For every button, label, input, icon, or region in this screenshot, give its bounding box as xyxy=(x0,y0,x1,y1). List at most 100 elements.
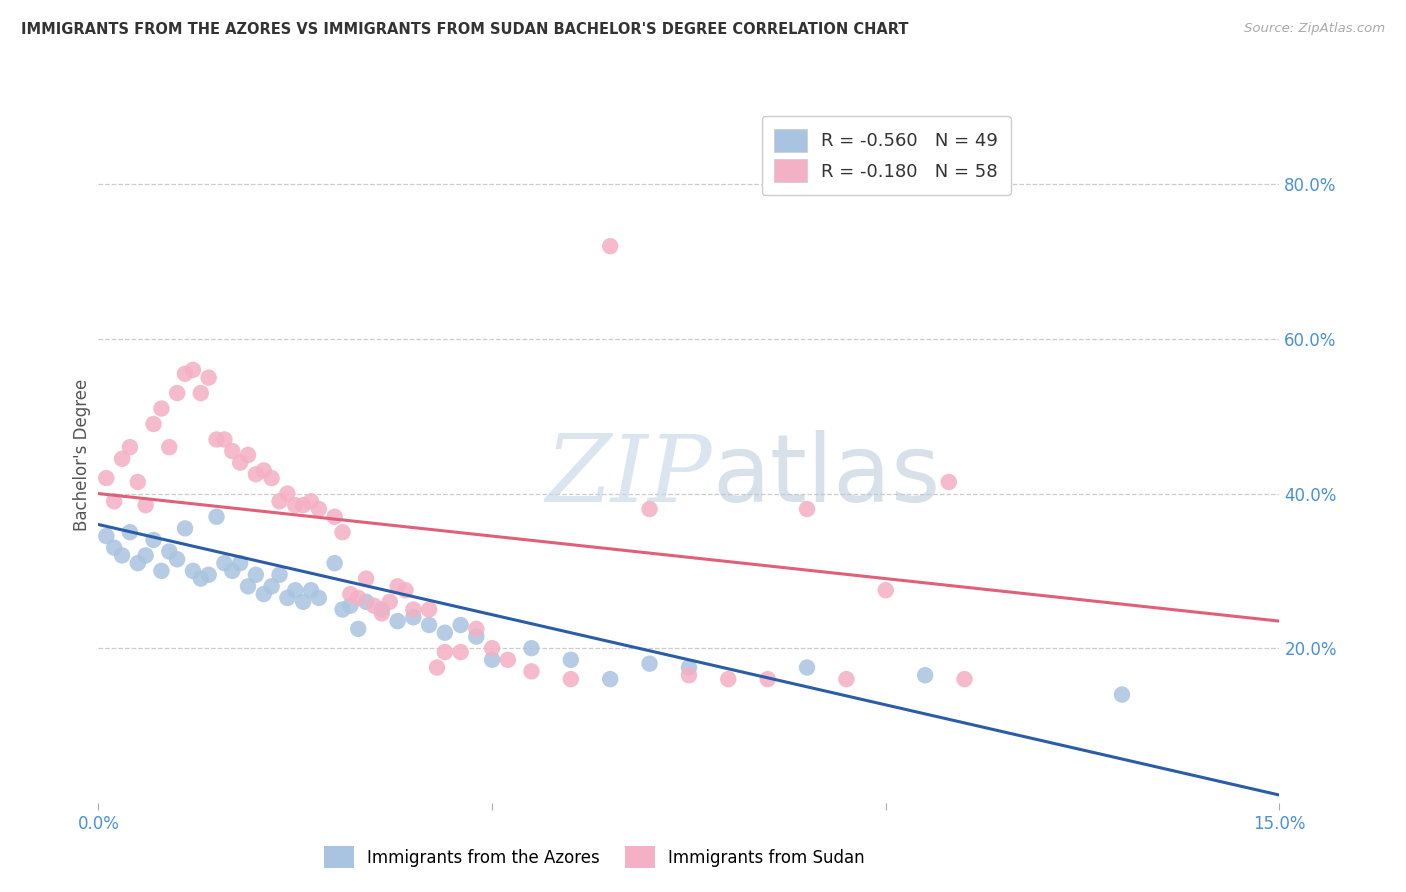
Point xyxy=(150,564,173,578)
Point xyxy=(339,599,361,613)
Point xyxy=(299,583,322,598)
Point xyxy=(253,463,276,477)
Point xyxy=(914,668,936,682)
Y-axis label: Bachelor's Degree: Bachelor's Degree xyxy=(73,379,91,531)
Text: atlas: atlas xyxy=(713,430,941,522)
Point xyxy=(354,572,377,586)
Point xyxy=(402,602,425,616)
Point xyxy=(111,549,134,563)
Point xyxy=(118,525,141,540)
Point xyxy=(339,587,361,601)
Point xyxy=(394,583,416,598)
Point xyxy=(103,541,125,555)
Point xyxy=(96,529,118,543)
Point xyxy=(938,475,960,489)
Point xyxy=(260,471,283,485)
Point xyxy=(323,509,346,524)
Point xyxy=(323,556,346,570)
Point xyxy=(127,475,149,489)
Point xyxy=(560,672,582,686)
Point xyxy=(276,486,298,500)
Point xyxy=(229,456,252,470)
Text: ZIP: ZIP xyxy=(546,431,713,521)
Point xyxy=(229,556,252,570)
Point xyxy=(166,386,188,401)
Point xyxy=(157,544,180,558)
Point xyxy=(520,665,543,679)
Point xyxy=(363,599,385,613)
Point xyxy=(269,494,291,508)
Point xyxy=(308,502,330,516)
Text: Source: ZipAtlas.com: Source: ZipAtlas.com xyxy=(1244,22,1385,36)
Point xyxy=(426,660,449,674)
Point xyxy=(560,653,582,667)
Point xyxy=(292,498,315,512)
Point xyxy=(221,564,243,578)
Point xyxy=(197,567,219,582)
Point xyxy=(236,448,259,462)
Point xyxy=(214,556,236,570)
Point xyxy=(205,509,228,524)
Point xyxy=(142,417,165,431)
Legend: Immigrants from the Azores, Immigrants from Sudan: Immigrants from the Azores, Immigrants f… xyxy=(318,839,872,874)
Point xyxy=(299,494,322,508)
Point xyxy=(135,549,157,563)
Point xyxy=(433,625,456,640)
Point xyxy=(332,602,354,616)
Point xyxy=(190,386,212,401)
Point xyxy=(111,451,134,466)
Point xyxy=(717,672,740,686)
Point xyxy=(450,645,472,659)
Point xyxy=(197,370,219,384)
Point xyxy=(387,579,409,593)
Point xyxy=(465,630,488,644)
Point xyxy=(520,641,543,656)
Point xyxy=(481,641,503,656)
Point xyxy=(378,595,401,609)
Point xyxy=(1111,688,1133,702)
Point xyxy=(418,602,440,616)
Point xyxy=(354,595,377,609)
Point xyxy=(269,567,291,582)
Point xyxy=(402,610,425,624)
Point xyxy=(599,239,621,253)
Point xyxy=(371,602,394,616)
Point xyxy=(236,579,259,593)
Point xyxy=(387,614,409,628)
Point xyxy=(150,401,173,416)
Point xyxy=(481,653,503,667)
Point xyxy=(450,618,472,632)
Point xyxy=(796,660,818,674)
Point xyxy=(835,672,858,686)
Point xyxy=(135,498,157,512)
Point xyxy=(371,607,394,621)
Point xyxy=(465,622,488,636)
Point xyxy=(953,672,976,686)
Point xyxy=(181,564,204,578)
Point xyxy=(678,668,700,682)
Point xyxy=(638,657,661,671)
Point xyxy=(875,583,897,598)
Point xyxy=(157,440,180,454)
Point xyxy=(103,494,125,508)
Point xyxy=(796,502,818,516)
Point xyxy=(433,645,456,659)
Point xyxy=(599,672,621,686)
Point xyxy=(118,440,141,454)
Point xyxy=(284,498,307,512)
Point xyxy=(418,618,440,632)
Point xyxy=(174,367,197,381)
Point xyxy=(347,591,370,605)
Point xyxy=(276,591,298,605)
Point xyxy=(174,521,197,535)
Point xyxy=(205,433,228,447)
Point xyxy=(496,653,519,667)
Point xyxy=(221,444,243,458)
Point xyxy=(253,587,276,601)
Point xyxy=(245,567,267,582)
Point xyxy=(347,622,370,636)
Point xyxy=(190,572,212,586)
Point xyxy=(245,467,267,482)
Point xyxy=(756,672,779,686)
Point xyxy=(284,583,307,598)
